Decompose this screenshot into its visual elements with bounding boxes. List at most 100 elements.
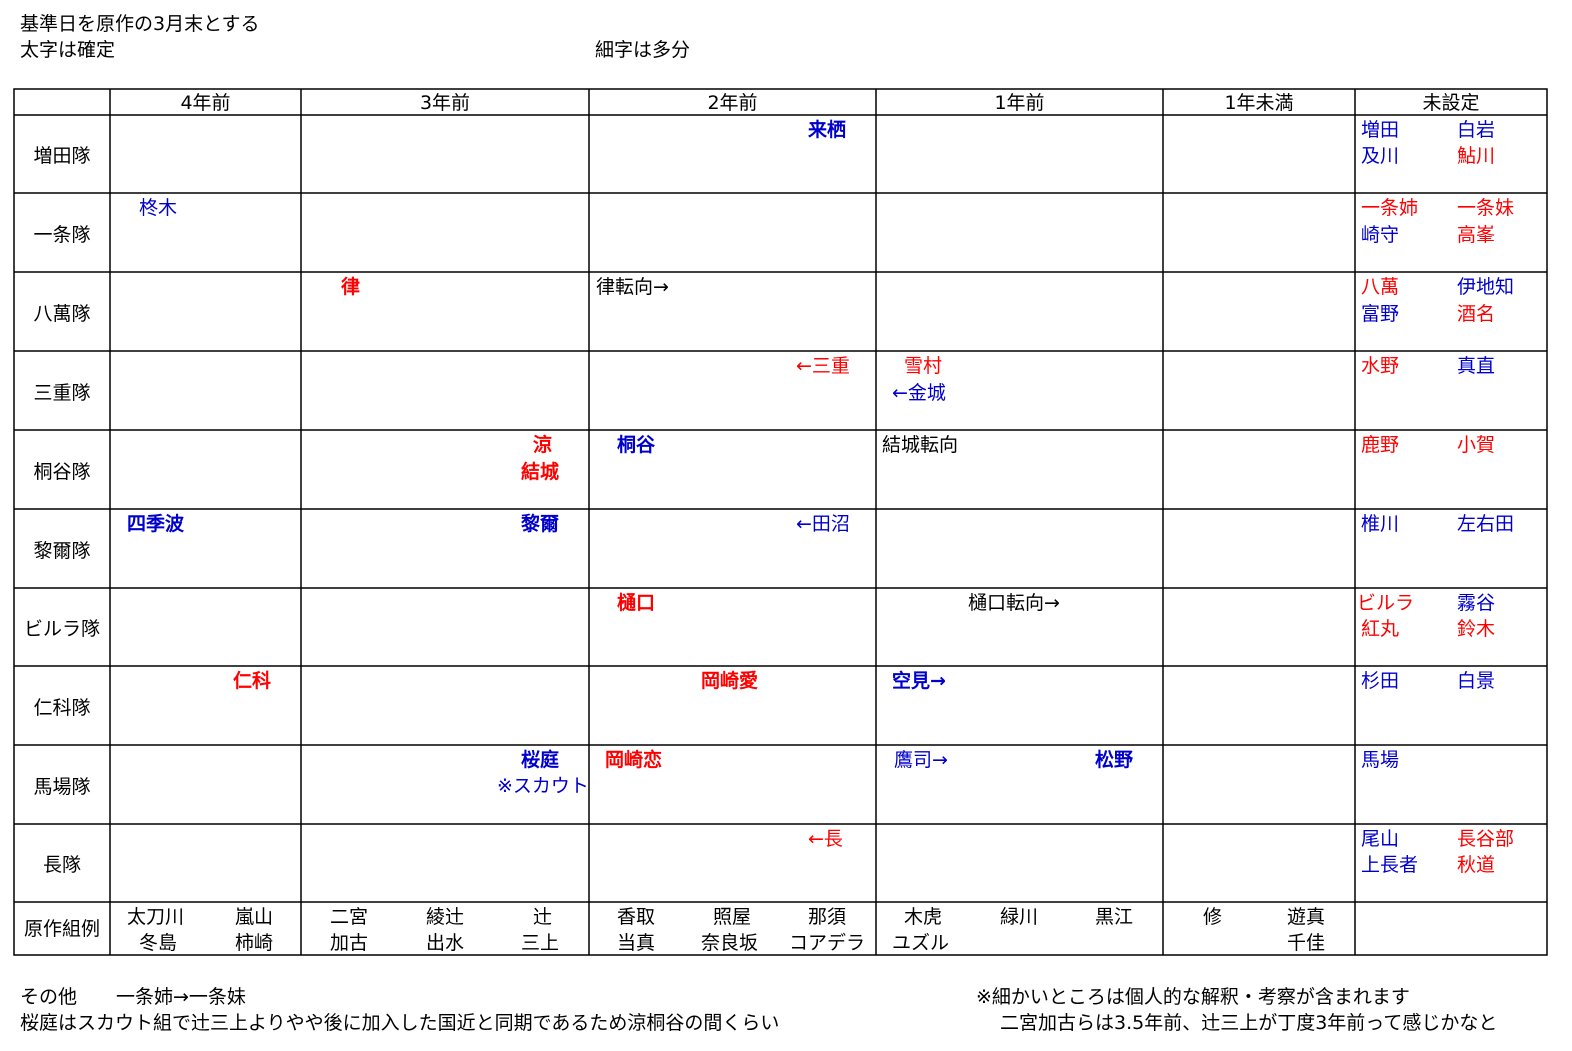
gensaku-2y-2: 照屋 xyxy=(713,906,752,928)
gensaku-4y-3: 冬島 xyxy=(139,932,178,954)
gensaku-under1y-2: 遊真 xyxy=(1287,906,1326,928)
footer-other-label: その他 xyxy=(20,986,78,1008)
intro-line-1: 基準日を原作の3月末とする xyxy=(20,13,260,35)
cell-yaman-unset-1: 八萬 xyxy=(1361,276,1400,298)
cell-reiji-shikinami: 四季波 xyxy=(127,513,185,535)
gensaku-2y-5: 奈良坂 xyxy=(701,932,759,954)
cell-reiji-unset-1: 椎川 xyxy=(1361,513,1400,535)
cell-ichijo-hiiragi: 柊木 xyxy=(139,197,178,219)
intro-line-3: 細字は多分 xyxy=(595,39,691,61)
cell-masuda-raisei: 来栖 xyxy=(808,119,847,141)
cell-yaman-ritsu: 律 xyxy=(341,276,361,298)
footer-note-right-1: ※細かいところは個人的な解釈・考察が含まれます xyxy=(976,986,1410,1008)
cell-mie-unset-1: 水野 xyxy=(1361,355,1400,377)
col-header-1y: 1年前 xyxy=(994,92,1045,114)
col-header-4y: 4年前 xyxy=(180,92,231,114)
cell-baba-unset-1: 馬場 xyxy=(1361,749,1400,771)
cell-osa-from-osa: ←長 xyxy=(808,828,843,850)
cell-birla-unset-3: 紅丸 xyxy=(1361,618,1400,640)
cell-baba-matsuno: 松野 xyxy=(1095,749,1134,771)
gensaku-under1y-3: 千佳 xyxy=(1287,932,1326,954)
cell-birla-higuchi-move: 樋口転向→ xyxy=(968,592,1060,614)
gensaku-3y-3: 辻 xyxy=(533,906,553,928)
footer-note-left: 桜庭はスカウト組で辻三上よりやや後に加入した国近と同期であるため涼桐谷の間くらい xyxy=(20,1012,780,1034)
cell-osa-unset-3: 上長者 xyxy=(1361,854,1419,876)
cell-osa-unset-2: 長谷部 xyxy=(1457,828,1515,850)
gensaku-1y-2: 緑川 xyxy=(1000,906,1039,928)
cell-baba-okazaki-ren: 岡崎恋 xyxy=(605,749,663,771)
row-label-osa: 長隊 xyxy=(42,854,81,876)
cell-nishina-nishina: 仁科 xyxy=(233,670,272,692)
gensaku-under1y-1: 修 xyxy=(1203,906,1223,928)
gensaku-1y-4: ユズル xyxy=(892,932,950,954)
cell-kiriya-yuki-move: 結城転向 xyxy=(882,434,959,456)
gensaku-2y-6: コアデラ xyxy=(789,932,866,954)
cell-reiji-reiji: 黎爾 xyxy=(521,513,560,535)
cell-osa-unset-4: 秋道 xyxy=(1457,854,1496,876)
cell-mie-yukimura: 雪村 xyxy=(904,355,943,377)
row-label-ichijo: 一条隊 xyxy=(33,224,91,246)
row-label-birla: ビルラ隊 xyxy=(23,618,100,640)
gensaku-3y-6: 三上 xyxy=(521,932,560,954)
cell-nishina-unset-1: 杉田 xyxy=(1361,670,1400,692)
cell-masuda-unset-2: 白岩 xyxy=(1457,119,1496,141)
cell-ichijo-unset-1: 一条姉 xyxy=(1361,197,1419,219)
gensaku-4y-1: 太刀川 xyxy=(127,906,185,928)
gensaku-4y-2: 嵐山 xyxy=(235,906,274,928)
gensaku-2y-1: 香取 xyxy=(617,906,656,928)
cell-mie-from-kaneshiro: ←金城 xyxy=(892,382,946,404)
cell-yaman-unset-2: 伊地知 xyxy=(1457,276,1515,298)
cell-birla-unset-1: ビルラ xyxy=(1357,592,1415,614)
cell-kiriya-unset-2: 小賀 xyxy=(1457,434,1496,456)
row-label-kiriya: 桐谷隊 xyxy=(33,461,91,483)
cell-kiriya-ryo: 涼 xyxy=(533,434,553,456)
cell-masuda-unset-3: 及川 xyxy=(1361,145,1400,167)
cell-masuda-unset-1: 増田 xyxy=(1361,119,1400,141)
cell-birla-higuchi: 樋口 xyxy=(617,592,656,614)
cell-kiriya-yuki: 結城 xyxy=(521,461,560,483)
cell-baba-scout: ※スカウト xyxy=(497,775,589,797)
row-label-baba: 馬場隊 xyxy=(33,776,91,798)
cell-ichijo-unset-4: 高峯 xyxy=(1457,224,1496,246)
cell-nishina-unset-2: 白景 xyxy=(1457,670,1496,692)
cell-reiji-from-tanuma: ←田沼 xyxy=(796,513,850,535)
cell-baba-sakuraniwa: 桜庭 xyxy=(521,749,560,771)
gensaku-2y-4: 当真 xyxy=(617,932,656,954)
row-label-nishina: 仁科隊 xyxy=(33,697,91,719)
cell-kiriya-kiriya: 桐谷 xyxy=(617,434,656,456)
cell-birla-unset-4: 鈴木 xyxy=(1457,618,1496,640)
cell-osa-unset-1: 尾山 xyxy=(1361,828,1400,850)
cell-mie-unset-2: 真直 xyxy=(1457,355,1496,377)
gensaku-3y-4: 加古 xyxy=(330,932,369,954)
cell-ichijo-unset-3: 崎守 xyxy=(1361,224,1400,246)
col-header-2y: 2年前 xyxy=(707,92,758,114)
col-header-3y: 3年前 xyxy=(419,92,471,114)
row-label-gensaku: 原作組例 xyxy=(23,918,100,940)
gensaku-3y-2: 綾辻 xyxy=(426,906,465,928)
row-label-yaman: 八萬隊 xyxy=(33,303,91,325)
row-label-reiji: 黎爾隊 xyxy=(33,540,91,562)
gensaku-1y-3: 黒江 xyxy=(1095,906,1134,928)
gensaku-2y-3: 那須 xyxy=(808,906,847,928)
intro-line-2: 太字は確定 xyxy=(20,39,116,61)
cell-reiji-unset-2: 左右田 xyxy=(1457,513,1515,535)
row-label-masuda: 増田隊 xyxy=(33,145,91,167)
row-label-mie: 三重隊 xyxy=(33,382,91,404)
gensaku-1y-1: 木虎 xyxy=(904,906,943,928)
cell-yaman-ritsu-move: 律転向→ xyxy=(596,276,669,298)
gensaku-3y-1: 二宮 xyxy=(330,906,369,928)
cell-nishina-okazaki-ai: 岡崎愛 xyxy=(701,670,759,692)
cell-yaman-unset-3: 富野 xyxy=(1361,303,1400,325)
cell-yaman-unset-4: 酒名 xyxy=(1457,303,1496,325)
footer-other-value: 一条姉→一条妹 xyxy=(116,986,246,1008)
cell-kiriya-unset-1: 鹿野 xyxy=(1361,434,1400,456)
cell-mie-from-mie: ←三重 xyxy=(796,355,850,377)
cell-masuda-unset-4: 鮎川 xyxy=(1457,145,1496,167)
cell-ichijo-unset-2: 一条妹 xyxy=(1457,197,1515,219)
col-header-unset: 未設定 xyxy=(1422,92,1480,114)
cell-nishina-soramu: 空見→ xyxy=(892,670,946,692)
footer-note-right-2: 二宮加古らは3.5年前、辻三上が丁度3年前って感じかなと xyxy=(1000,1012,1498,1034)
col-header-under-1y: 1年未満 xyxy=(1224,92,1294,114)
gensaku-3y-5: 出水 xyxy=(426,932,465,954)
